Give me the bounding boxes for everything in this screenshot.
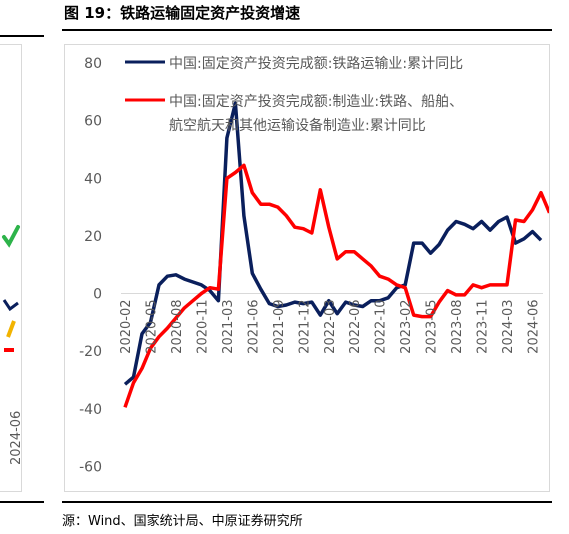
x-tick-label: 2021-12	[297, 300, 312, 354]
x-tick-label: 2022-10	[374, 300, 389, 354]
neighbor-xtick-label: 2024-06	[9, 411, 22, 465]
x-tick-label: 2023-11	[476, 300, 491, 354]
title-rule	[62, 29, 552, 31]
neighbor-chart-fragment: 2024-06	[0, 44, 24, 492]
chart-frame: 80 60 40 20 0 -20 -40 -60 2020-02 2020-05 2020-08…	[64, 44, 552, 492]
legend-label-railway: 中国:固定资产投资完成额:铁路运输业:累计同比	[169, 56, 463, 72]
legend: 中国:固定资产投资完成额:铁路运输业:累计同比 中国:固定资产投资完成额:制造业…	[125, 56, 468, 134]
x-axis-labels: 2020-02 2020-05 2020-08 2020-11 2021-03 2021-…	[119, 300, 542, 354]
neighbor-navy-line	[2, 299, 19, 312]
y-tick-label: 40	[84, 171, 102, 187]
left-top-rule	[0, 35, 44, 37]
x-tick-label: 2023-05	[425, 300, 440, 354]
y-tick-label: 80	[84, 56, 102, 72]
legend-label-manufacturing-line1: 中国:固定资产投资完成额:制造业:铁路、船舶、	[169, 94, 463, 110]
source-note: 源：Wind、国家统计局、中原证券研究所	[62, 514, 303, 529]
series-lines	[123, 101, 552, 408]
series-line-railway	[123, 101, 543, 386]
x-tick-label: 2021-06	[246, 300, 261, 354]
neighbor-green-check	[2, 225, 20, 248]
y-tick-label: 20	[84, 229, 102, 245]
x-tick-label: 2020-11	[195, 300, 210, 354]
x-tick-label: 2021-09	[272, 300, 287, 354]
legend-label-manufacturing: 中国:固定资产投资完成额:制造业:铁路、船舶、 航空航天和其他运输设备制造业:累…	[169, 94, 468, 134]
bottom-rule	[62, 501, 552, 503]
legend-label-manufacturing-line2: 航空航天和其他运输设备制造业:累计同比	[169, 117, 426, 134]
y-tick-label: 60	[84, 114, 102, 130]
series-line-manufacturing	[123, 163, 552, 408]
y-axis-labels: 80 60 40 20 0 -20 -40 -60	[79, 56, 102, 475]
neighbor-yellow-line	[6, 320, 16, 338]
y-tick-label: -40	[79, 402, 102, 418]
neighbor-chart-marks: 2024-06	[2, 225, 24, 465]
x-tick-label: 2020-08	[170, 300, 185, 354]
x-tick-label: 2024-03	[501, 300, 516, 354]
x-tick-label: 2022-06	[348, 300, 363, 354]
left-bottom-rule	[0, 501, 44, 503]
x-tick-label: 2021-03	[221, 300, 236, 354]
figure-title: 图 19：铁路运输固定资产投资增速	[64, 4, 301, 22]
x-tick-label: 2023-08	[450, 300, 465, 354]
line-chart: 80 60 40 20 0 -20 -40 -60 2020-02 2020-05 2020-08…	[79, 56, 552, 475]
y-tick-label: -60	[79, 459, 102, 475]
y-tick-label: -20	[79, 344, 102, 360]
x-tick-label: 2022-03	[323, 300, 338, 354]
x-tick-label: 2020-02	[119, 300, 134, 354]
y-tick-label: 0	[93, 287, 102, 303]
x-tick-label: 2024-06	[527, 300, 542, 354]
x-tick-label: 2020-05	[145, 300, 160, 354]
x-tick-label: 2023-02	[399, 300, 414, 354]
